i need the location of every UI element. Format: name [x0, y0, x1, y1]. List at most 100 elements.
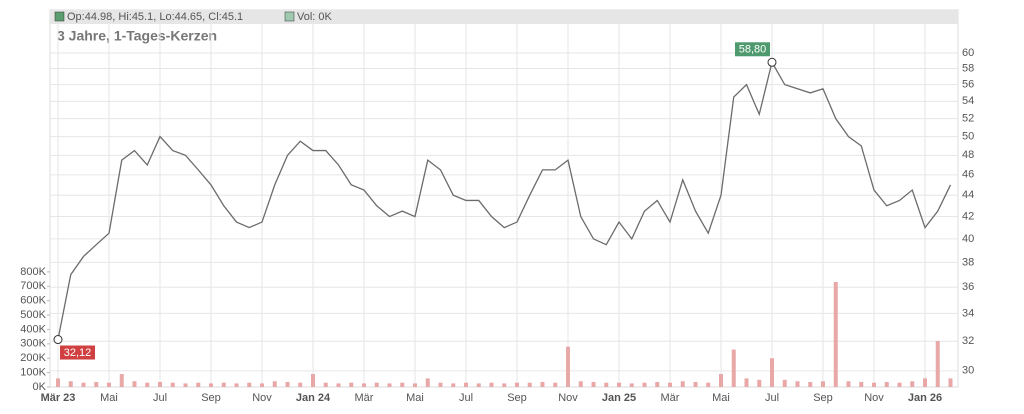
- volume-bar: [566, 346, 570, 387]
- volume-bar: [910, 381, 915, 387]
- volume-tick-label: 200K: [20, 352, 46, 364]
- volume-bar: [298, 382, 303, 387]
- volume-bar: [285, 381, 290, 387]
- volume-bar: [680, 381, 685, 387]
- volume-bar: [425, 378, 430, 387]
- chart-title: 3 Jahre, 1-Tages-Kerzen: [57, 28, 217, 44]
- price-swatch: [54, 11, 65, 22]
- x-tick-label: Mär: [661, 392, 680, 404]
- volume-bar: [604, 382, 609, 387]
- volume-bar: [833, 281, 838, 387]
- volume-bar: [884, 381, 889, 387]
- x-tick-label: Jul: [765, 392, 779, 404]
- volume-bar: [132, 381, 137, 387]
- volume-bar: [247, 382, 252, 387]
- y-tick-label: 46: [962, 169, 974, 181]
- y-tick-label: 56: [962, 79, 974, 91]
- volume-bar: [591, 381, 596, 387]
- volume-bar: [731, 349, 736, 387]
- extreme-box: [60, 345, 95, 360]
- volume-bar: [872, 382, 876, 387]
- header-bar: [50, 10, 958, 24]
- volume-bar: [706, 382, 711, 387]
- volume-bar: [94, 381, 99, 387]
- volume-bar: [693, 381, 698, 387]
- volume-bar: [757, 379, 762, 387]
- volume-tick-label: 100K: [20, 367, 46, 379]
- volume-bar: [158, 381, 162, 387]
- volume-bar: [719, 374, 723, 387]
- volume-bar: [617, 382, 621, 387]
- volume-tick-label: 400K: [20, 323, 46, 335]
- volume-bar: [629, 383, 634, 387]
- volume-bar: [489, 382, 494, 387]
- volume-bar: [221, 382, 226, 387]
- volume-bar: [502, 383, 507, 387]
- extreme-marker: [53, 335, 63, 345]
- volume-bar: [56, 378, 60, 387]
- x-tick-label: Sep: [201, 392, 221, 404]
- volume-bar: [897, 382, 902, 387]
- volume-swatch: [284, 11, 295, 22]
- price-line: [57, 60, 952, 340]
- volume-bar: [464, 382, 468, 387]
- volume-tick-label: 800K: [20, 266, 46, 278]
- volume-tick-label: 700K: [20, 280, 46, 292]
- x-tick-label: Jul: [459, 392, 473, 404]
- volume-bar: [374, 382, 379, 387]
- y-tick-label: 58: [962, 62, 974, 74]
- x-tick-label: Sep: [507, 392, 527, 404]
- volume-bar: [770, 358, 774, 387]
- y-tick-label: 38: [962, 256, 974, 268]
- x-tick-label: Mär: [355, 392, 374, 404]
- volume-bar: [821, 381, 825, 387]
- volume-bar: [935, 340, 940, 387]
- y-tick-label: 42: [962, 210, 974, 222]
- y-tick-label: 54: [962, 95, 974, 107]
- x-tick-label: Jan 24: [296, 392, 331, 404]
- volume-bar: [795, 381, 800, 387]
- volume-bar: [183, 383, 188, 387]
- volume-bar: [170, 382, 175, 387]
- volume-bar: [400, 382, 405, 387]
- y-tick-label: 32: [962, 335, 974, 347]
- volume-bar: [81, 382, 86, 387]
- volume-bar: [119, 374, 124, 387]
- volume-bar: [209, 383, 213, 387]
- volume-bar: [668, 382, 672, 387]
- volume-bar: [859, 381, 864, 387]
- x-tick-label: Mai: [712, 392, 730, 404]
- volume-bar: [323, 382, 328, 387]
- x-tick-label: Jul: [153, 392, 167, 404]
- volume-bar: [553, 382, 558, 387]
- volume-bar: [744, 378, 749, 387]
- volume-bar: [642, 382, 647, 387]
- volume-bar: [476, 383, 481, 387]
- extreme-label: 32,12: [64, 347, 92, 359]
- y-tick-label: 48: [962, 149, 974, 161]
- volume-bar: [948, 378, 953, 387]
- y-tick-label: 44: [962, 189, 974, 201]
- volume-bar: [438, 382, 443, 387]
- extreme-label: 58,80: [739, 44, 767, 56]
- x-tick-label: Mär 23: [41, 392, 76, 404]
- x-tick-label: Mai: [406, 392, 424, 404]
- volume-bar: [846, 381, 851, 387]
- y-tick-label: 30: [962, 365, 974, 377]
- volume-bar: [540, 381, 545, 387]
- plot-area: [49, 9, 959, 388]
- volume-bar: [808, 381, 813, 387]
- x-tick-label: Jan 26: [908, 392, 942, 404]
- volume-bar: [349, 382, 354, 387]
- x-tick-label: Mai: [100, 392, 118, 404]
- volume-bar: [145, 382, 150, 387]
- volume-tick-label: 500K: [20, 309, 46, 321]
- volume-tick-label: 0K: [33, 381, 47, 393]
- y-tick-label: 60: [962, 47, 974, 59]
- header-volume: Vol: 0K: [297, 11, 333, 23]
- x-tick-label: Jan 25: [602, 392, 636, 404]
- extreme-marker: [767, 57, 777, 67]
- volume-bar: [527, 382, 532, 387]
- y-tick-label: 40: [962, 233, 974, 245]
- x-tick-label: Nov: [252, 392, 272, 404]
